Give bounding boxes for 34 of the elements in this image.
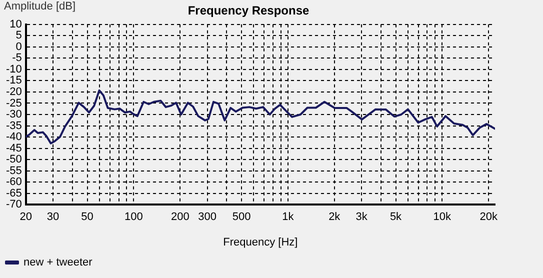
x-tick-label: 30 [46,211,60,224]
y-tick-label: -15 [6,74,22,87]
y-tick-label: -40 [6,131,22,144]
y-axis-title: Amplitude [dB] [4,0,76,13]
chart-title: Frequency Response [188,4,310,18]
legend-label: new + tweeter [24,256,93,269]
y-tick-label: -5 [12,52,22,64]
x-tick-label: 1k [282,211,294,224]
x-tick-label: 300 [198,211,216,224]
y-tick-label: -60 [6,176,22,188]
x-tick-label: 5k [390,211,402,224]
y-tick-label: -10 [6,63,22,76]
y-tick-label: -35 [6,120,22,132]
x-tick-label: 3k [356,211,368,224]
y-tick-label: -45 [6,142,22,154]
y-tick-label: -70 [6,198,22,211]
x-tick-label: 2k [328,211,341,224]
x-tick-label: 50 [81,211,94,224]
y-tick-label: 0 [16,40,22,53]
y-tick-label: -20 [6,86,22,98]
y-tick-label: 5 [16,30,22,42]
y-tick-label: -50 [6,154,22,166]
x-tick-label: 100 [124,211,143,224]
x-tick-label: 20k [480,211,498,224]
y-tick-label: -55 [6,164,22,177]
y-tick-label: 10 [10,18,22,30]
x-tick-label: 20 [20,211,32,224]
x-axis-title: Frequency [Hz] [223,236,298,248]
x-tick-label: 200 [170,211,190,224]
y-tick-label: -30 [6,108,22,121]
x-tick-label: 10k [433,211,452,224]
x-tick-label: 500 [232,211,251,224]
y-tick-label: -65 [6,187,22,200]
y-tick-label: -25 [6,97,22,110]
